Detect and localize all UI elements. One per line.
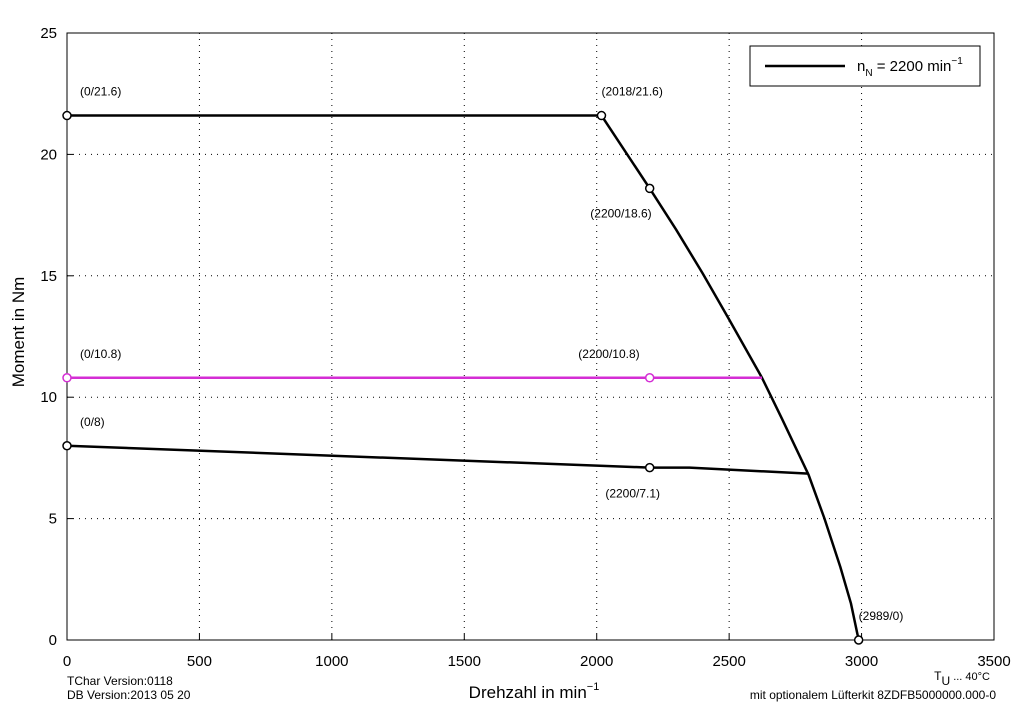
point-label: (2989/0)	[859, 609, 904, 623]
point-marker	[62, 441, 72, 451]
y-tick-label: 0	[49, 632, 57, 649]
plot-frame	[66, 32, 995, 641]
y-axis-label: Moment in Nm	[9, 277, 28, 388]
point-label: (0/8)	[80, 415, 105, 429]
legend-label: nN = 2200 min−1	[857, 56, 963, 79]
point-marker	[853, 635, 864, 645]
x-label-text: Drehzahl in min	[469, 683, 587, 702]
x-label-sup: −1	[587, 681, 600, 693]
y-tick-label: 20	[40, 146, 57, 163]
legend: nN = 2200 min−1	[749, 45, 981, 87]
point-marker	[62, 110, 72, 121]
point-marker	[644, 373, 655, 383]
footer-note: mit optionalem Lüfterkit 8ZDFB5000000.00…	[750, 688, 996, 702]
temp-sub: U	[941, 674, 950, 688]
legend-text: = 2200 min	[873, 58, 952, 75]
temp-value: ... 40°C	[950, 671, 990, 683]
x-tick-label: 1000	[315, 653, 348, 670]
legend-n: n	[857, 58, 865, 75]
point-label: (2018/21.6)	[601, 85, 662, 99]
point-marker	[62, 373, 72, 383]
footer-temp: TU ... 40°C	[934, 669, 990, 688]
footer-db: DB Version:2013 05 20	[67, 688, 191, 702]
x-tick-label: 0	[63, 653, 71, 670]
point-label: (0/21.6)	[80, 85, 121, 99]
y-tick-label: 15	[40, 268, 57, 285]
x-tick-label: 3000	[845, 653, 878, 670]
x-tick-label: 1500	[448, 653, 481, 670]
series-line	[66, 444, 809, 475]
x-axis-label: Drehzahl in min−1	[469, 681, 600, 702]
x-tick-label: 500	[187, 653, 212, 670]
y-tick-label: 25	[40, 25, 57, 42]
y-tick-label: 5	[49, 511, 57, 528]
x-tick-label: 3500	[977, 653, 1010, 670]
point-marker	[644, 462, 655, 473]
footer-tchar: TChar Version:0118	[67, 674, 173, 688]
x-tick-label: 2500	[712, 653, 745, 670]
point-marker	[644, 183, 655, 194]
point-label: (2200/18.6)	[590, 206, 651, 220]
x-tick-label: 2000	[580, 653, 613, 670]
point-marker	[596, 110, 607, 121]
legend-sup: −1	[951, 56, 963, 67]
legend-sub: N	[865, 68, 872, 79]
y-tick-label: 10	[40, 389, 57, 406]
point-label: (2200/7.1)	[605, 487, 660, 501]
point-label: (0/10.8)	[80, 347, 121, 361]
point-label: (2200/10.8)	[578, 347, 639, 361]
temp-t: T	[934, 669, 942, 683]
